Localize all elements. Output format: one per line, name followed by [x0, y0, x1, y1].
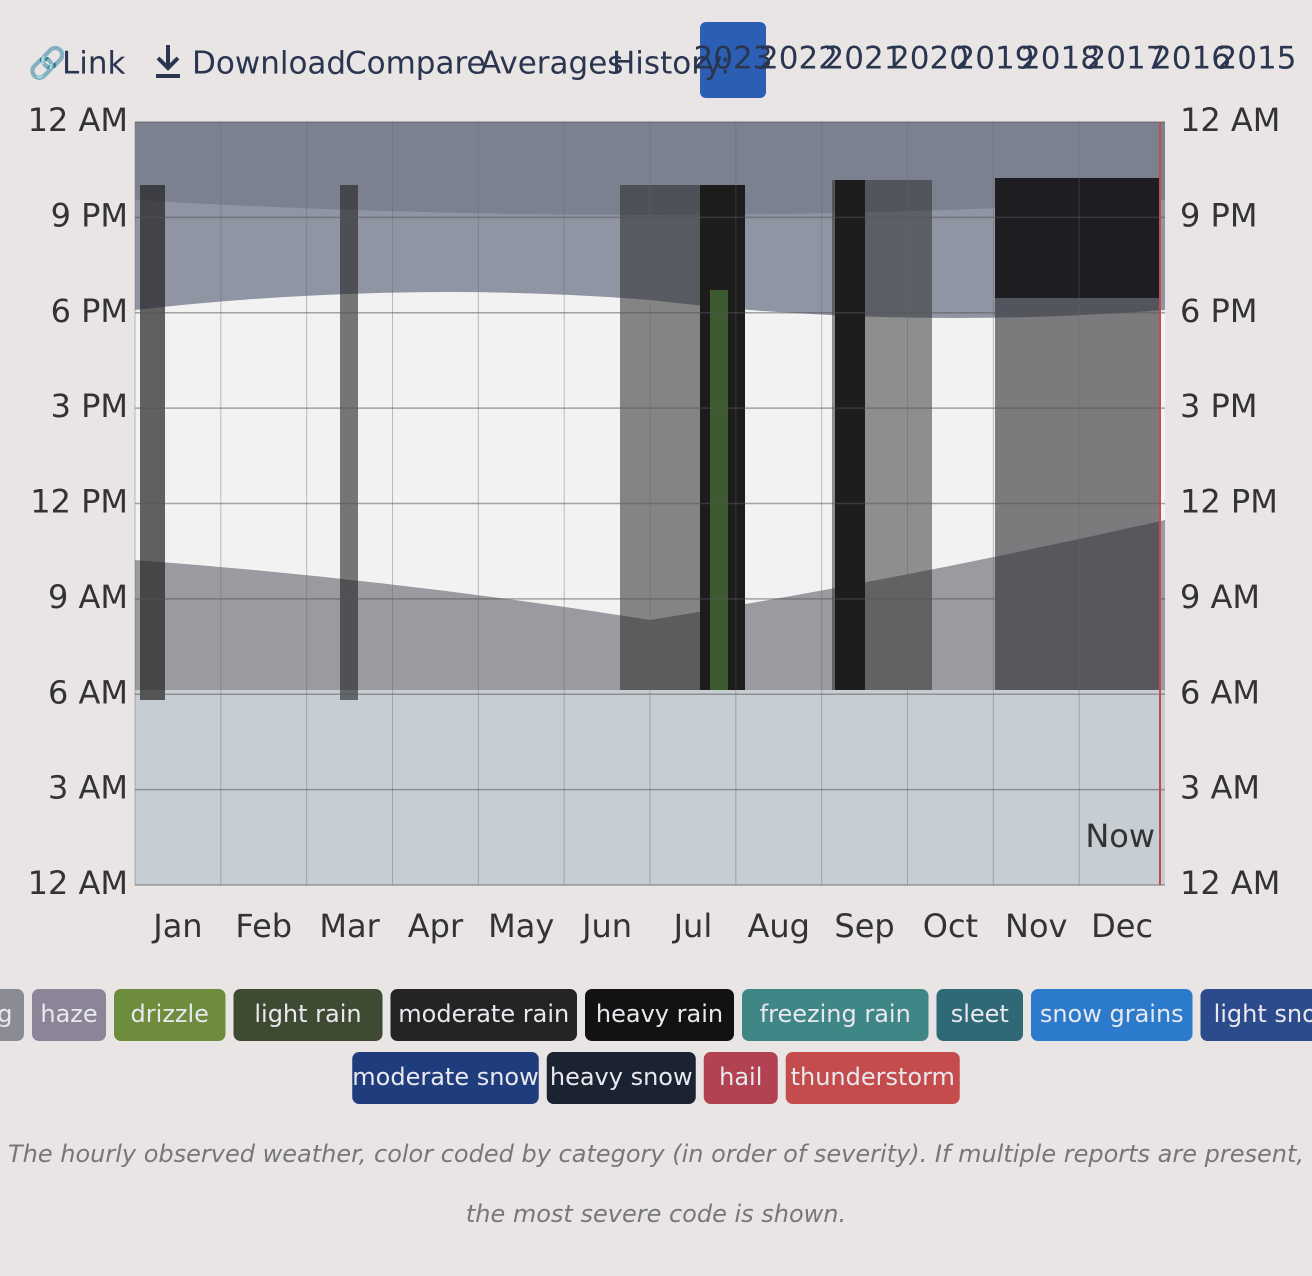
y-label-right: 9 PM	[1180, 196, 1257, 234]
legend-label: hail	[719, 1063, 762, 1091]
legend-label: fog	[0, 1000, 12, 1028]
legend-label: heavy rain	[596, 1000, 723, 1028]
y-label-right: 9 AM	[1180, 578, 1260, 616]
y-label-left: 9 PM	[51, 196, 128, 234]
legend-chip[interactable]	[114, 989, 226, 1041]
legend-label: thunderstorm	[791, 1063, 955, 1091]
year-button[interactable]: 2017	[1087, 41, 1166, 77]
year-button[interactable]: 2022	[759, 41, 838, 77]
year-button[interactable]: 2015	[1218, 41, 1297, 77]
legend-chip[interactable]	[585, 989, 734, 1041]
legend-chip[interactable]	[703, 1052, 778, 1104]
y-label-right: 12 PM	[1180, 483, 1278, 521]
legend-chip[interactable]	[390, 989, 578, 1041]
legend-chip[interactable]	[742, 989, 929, 1041]
month-label: Nov	[1005, 907, 1067, 945]
legend-label: light rain	[254, 1000, 361, 1028]
legend-chip[interactable]	[352, 1052, 539, 1104]
history-label: History:	[612, 46, 730, 82]
download-icon	[156, 45, 180, 78]
year-button[interactable]: 2023	[694, 41, 773, 77]
y-label-left: 9 AM	[48, 578, 128, 616]
legend-label: moderate snow	[352, 1063, 538, 1091]
y-label-left: 12 PM	[30, 483, 128, 521]
y-label-right: 6 PM	[1180, 292, 1257, 330]
download-button[interactable]: Download	[192, 46, 346, 82]
link-button[interactable]: Link	[62, 46, 126, 82]
now-label: Now	[1085, 817, 1155, 855]
year-button[interactable]: 2016	[1152, 41, 1231, 77]
y-label-left: 3 PM	[51, 387, 128, 425]
legend-chip[interactable]	[32, 989, 106, 1041]
y-label-right: 3 AM	[1180, 769, 1260, 807]
legend-chip[interactable]	[1031, 989, 1193, 1041]
month-label: Oct	[923, 907, 978, 945]
link-icon: 🔗	[28, 44, 67, 82]
legend-chip[interactable]	[785, 1052, 960, 1104]
month-label: Mar	[319, 907, 380, 945]
selected-year-bg	[700, 22, 766, 98]
averages-button[interactable]: Averages	[480, 46, 623, 82]
legend-label: heavy snow	[550, 1063, 693, 1091]
y-label-right: 12 AM	[1180, 864, 1280, 902]
legend-label: light snow	[1214, 1000, 1312, 1028]
legend-chip[interactable]	[1200, 989, 1312, 1041]
legend-chip[interactable]	[233, 989, 383, 1041]
year-button[interactable]: 2020	[890, 41, 969, 77]
y-label-right: 12 AM	[1180, 101, 1280, 139]
y-label-right: 3 PM	[1180, 387, 1257, 425]
month-label: Jun	[580, 907, 632, 945]
year-button[interactable]: 2019	[956, 41, 1035, 77]
y-label-left: 12 AM	[28, 864, 128, 902]
compare-button[interactable]: Compare	[345, 46, 486, 82]
legend-label: sleet	[951, 1000, 1009, 1028]
month-label: Jan	[151, 907, 202, 945]
y-label-left: 12 AM	[28, 101, 128, 139]
month-label: Aug	[748, 907, 810, 945]
caption: the most severe code is shown.	[466, 1200, 846, 1228]
y-label-left: 6 AM	[48, 673, 128, 711]
month-label: May	[488, 907, 554, 945]
y-label-left: 6 PM	[51, 292, 128, 330]
y-label-left: 3 AM	[48, 769, 128, 807]
month-label: Apr	[408, 907, 464, 945]
month-label: Sep	[834, 907, 894, 945]
y-label-right: 6 AM	[1180, 673, 1260, 711]
year-button[interactable]: 2018	[1021, 41, 1100, 77]
year-button[interactable]: 2021	[825, 41, 904, 77]
legend-label: snow grains	[1040, 1000, 1184, 1028]
legend-label: freezing rain	[760, 1000, 911, 1028]
legend-chip[interactable]	[936, 989, 1024, 1041]
caption: The hourly observed weather, color coded…	[8, 1140, 1304, 1168]
legend-label: moderate rain	[398, 1000, 569, 1028]
legend-chip[interactable]	[546, 1052, 696, 1104]
month-label: Feb	[235, 907, 292, 945]
legend-label: drizzle	[131, 1000, 209, 1028]
month-label: Jul	[672, 907, 713, 945]
legend-label: haze	[40, 1000, 97, 1028]
legend-chip[interactable]	[0, 989, 24, 1041]
month-label: Dec	[1091, 907, 1153, 945]
